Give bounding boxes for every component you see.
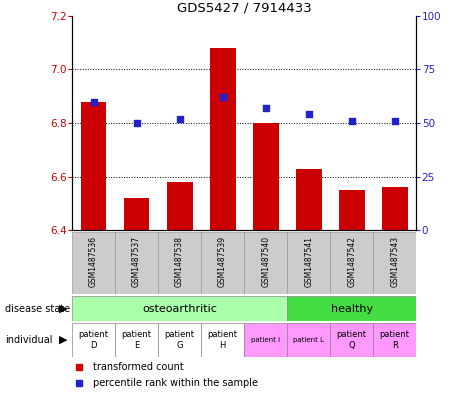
Bar — [72, 323, 115, 357]
Bar — [287, 232, 330, 294]
Text: patient L: patient L — [293, 337, 324, 343]
Point — [133, 120, 140, 126]
Text: osteoarthritic: osteoarthritic — [142, 304, 217, 314]
Text: GSM1487542: GSM1487542 — [347, 237, 356, 287]
Bar — [158, 232, 201, 294]
Bar — [72, 232, 115, 294]
Bar — [244, 323, 287, 357]
Bar — [72, 296, 287, 321]
Bar — [287, 323, 330, 357]
Text: patient
D: patient D — [79, 331, 109, 350]
Bar — [201, 232, 244, 294]
Point — [176, 116, 183, 122]
Bar — [330, 323, 373, 357]
Bar — [115, 323, 158, 357]
Text: GSM1487543: GSM1487543 — [390, 236, 399, 288]
Text: patient I: patient I — [251, 337, 280, 343]
Text: patient
R: patient R — [379, 331, 410, 350]
Bar — [382, 187, 407, 230]
Bar — [124, 198, 149, 230]
Text: patient
Q: patient Q — [337, 331, 367, 350]
Point — [305, 111, 312, 118]
Point — [348, 118, 355, 124]
Title: GDS5427 / 7914433: GDS5427 / 7914433 — [177, 2, 312, 15]
Text: transformed count: transformed count — [93, 362, 184, 371]
Text: GSM1487540: GSM1487540 — [261, 236, 270, 288]
Bar — [80, 101, 106, 230]
Bar — [201, 323, 244, 357]
Text: GSM1487541: GSM1487541 — [304, 237, 313, 287]
Bar — [244, 232, 287, 294]
Bar — [287, 296, 416, 321]
Text: ▶: ▶ — [59, 335, 67, 345]
Bar — [166, 182, 193, 230]
Bar — [339, 190, 365, 230]
Bar — [158, 323, 201, 357]
Text: GSM1487539: GSM1487539 — [218, 236, 227, 288]
Text: healthy: healthy — [331, 304, 373, 314]
Bar — [210, 48, 235, 230]
Bar — [115, 232, 158, 294]
Point — [391, 118, 399, 124]
Bar — [253, 123, 279, 230]
Text: GSM1487537: GSM1487537 — [132, 236, 141, 288]
Bar — [296, 169, 322, 230]
Text: GSM1487538: GSM1487538 — [175, 237, 184, 287]
Text: GSM1487536: GSM1487536 — [89, 236, 98, 288]
Text: patient
G: patient G — [165, 331, 195, 350]
Bar — [373, 232, 416, 294]
Point — [219, 94, 226, 100]
Point — [90, 98, 97, 105]
Text: ▶: ▶ — [59, 304, 67, 314]
Bar — [373, 323, 416, 357]
Bar — [330, 232, 373, 294]
Text: disease state: disease state — [5, 304, 70, 314]
Text: percentile rank within the sample: percentile rank within the sample — [93, 378, 258, 388]
Text: patient
E: patient E — [121, 331, 152, 350]
Point — [262, 105, 269, 111]
Text: patient
H: patient H — [207, 331, 238, 350]
Text: individual: individual — [5, 335, 52, 345]
